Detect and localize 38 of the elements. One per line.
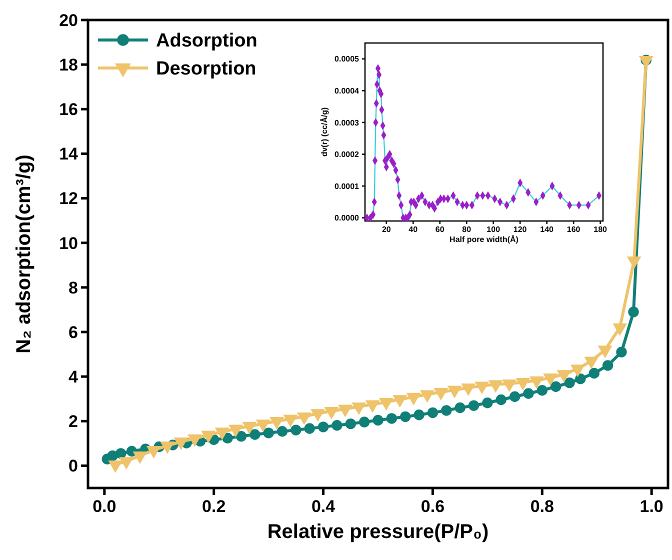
legend-label: Adsorption [156, 30, 258, 52]
x-tick-label: 0.2 [202, 497, 226, 516]
y-tick-label: 18 [59, 56, 78, 75]
x-tick-label: 180 [594, 225, 608, 234]
legend-label: Desorption [156, 58, 256, 80]
y-tick-label: 12 [59, 189, 78, 208]
x-tick-label: 0.4 [311, 497, 336, 516]
y-tick-label: 4 [68, 368, 79, 387]
y-tick-label: 0.0004 [334, 86, 360, 96]
x-tick-label: 80 [462, 225, 472, 234]
y-tick-label: 20 [59, 10, 78, 30]
x-tick-label: 0.6 [420, 497, 445, 516]
x-tick-label: 140 [540, 225, 554, 234]
y-tick-label: 2 [68, 412, 78, 432]
y-tick-label: 14 [59, 144, 79, 164]
y-tick-label: 0.0002 [334, 150, 360, 160]
y-tick-label: 0.0001 [334, 182, 360, 191]
y-tick-label: 0.0003 [334, 118, 360, 128]
x-tick-label: 40 [408, 225, 418, 234]
x-tick-label: 20 [382, 225, 392, 234]
y-tick-label: 16 [59, 100, 78, 120]
y-tick-label: 0.0005 [334, 54, 360, 64]
y-tick-label: 10 [59, 234, 78, 253]
x-tick-label: 160 [566, 225, 581, 234]
x-axis-title: Half pore width(Å) [450, 234, 519, 244]
x-tick-label: 100 [486, 225, 501, 234]
x-tick-label: 0.0 [92, 497, 116, 516]
y-axis-title: N₂ adsorption(cm³/g) [13, 154, 35, 354]
y-tick-label: 0.0000 [334, 214, 360, 223]
x-tick-label: 1.0 [640, 497, 664, 516]
x-tick-label: 120 [513, 225, 528, 234]
x-axis-title: Relative pressure(P/P₀) [267, 521, 489, 543]
y-tick-label: 6 [68, 322, 78, 342]
x-tick-label: 60 [435, 225, 445, 234]
y-tick-label: 0 [68, 456, 78, 476]
y-axis-title: dv(r) (cc/Å/g) [319, 107, 329, 157]
x-tick-label: 0.8 [530, 497, 554, 516]
y-tick-label: 8 [68, 278, 78, 298]
